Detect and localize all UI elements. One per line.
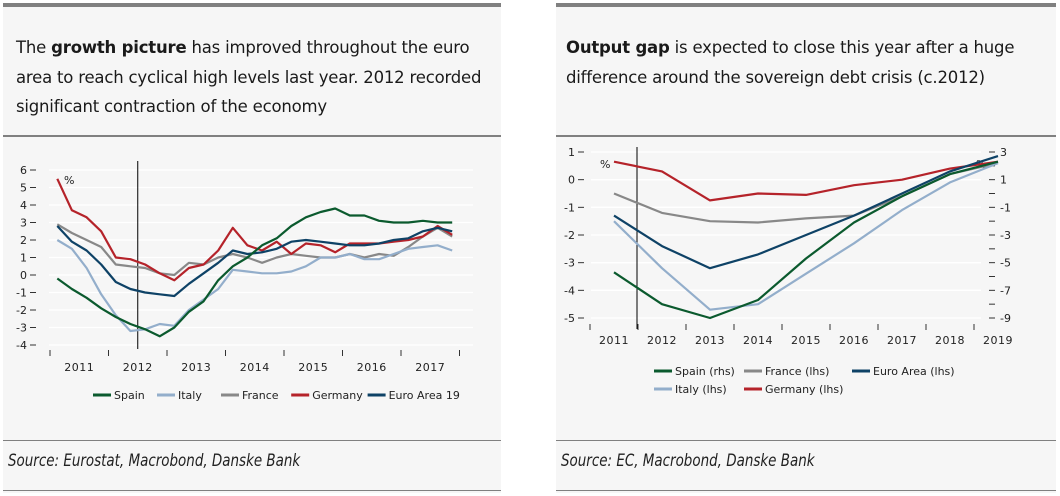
bottom-divider bbox=[3, 490, 501, 491]
headline-bold: Output gap bbox=[566, 38, 670, 57]
headline: Output gap is expected to close this yea… bbox=[566, 33, 1046, 92]
y-tick-label: 1 bbox=[20, 252, 27, 265]
y-right-tick-label: -1 bbox=[1000, 201, 1011, 214]
chart-panel-output-gap: Output gap is expected to close this yea… bbox=[556, 3, 1056, 493]
chart-panel-growth: The growth picture has improved througho… bbox=[3, 3, 501, 493]
y-tick-label: -4 bbox=[16, 339, 27, 352]
y-tick-label: 6 bbox=[20, 164, 27, 177]
y-tick-label: -1 bbox=[16, 287, 27, 300]
headline-text: is expected to close this year after a h… bbox=[566, 38, 1015, 87]
y-tick-label: 5 bbox=[20, 182, 27, 195]
x-tick-label: 2016 bbox=[839, 334, 869, 347]
header-divider bbox=[3, 135, 501, 137]
legend-label: Spain bbox=[114, 389, 145, 402]
y-left-tick-label: -2 bbox=[564, 229, 575, 242]
series-line-france-lhs- bbox=[613, 162, 999, 224]
legend-label: Euro Area (lhs) bbox=[873, 365, 955, 378]
source-divider bbox=[3, 440, 501, 441]
series-line-germany-lhs- bbox=[613, 160, 999, 202]
unit-label-left: % bbox=[600, 158, 610, 171]
y-right-tick-label: -5 bbox=[1000, 257, 1011, 270]
y-right-tick-label: -7 bbox=[1000, 284, 1011, 297]
y-tick-label: 2 bbox=[20, 234, 27, 247]
series-line-euro-area-19 bbox=[56, 225, 453, 298]
y-tick-label: -2 bbox=[16, 304, 27, 317]
x-tick-label: 2015 bbox=[791, 334, 821, 347]
y-right-tick-label: 3 bbox=[1000, 146, 1007, 159]
series-line-spain-rhs- bbox=[613, 160, 999, 320]
top-divider bbox=[3, 3, 501, 7]
legend-label: Italy (lhs) bbox=[675, 383, 727, 396]
x-tick-label: 2012 bbox=[647, 334, 677, 347]
series-line-italy-lhs- bbox=[613, 162, 999, 311]
headline-text: has improved throughout the euro area to… bbox=[16, 38, 482, 116]
x-tick-label: 2014 bbox=[743, 334, 773, 347]
y-left-tick-label: 1 bbox=[568, 146, 575, 159]
y-right-tick-label: -3 bbox=[1000, 229, 1011, 242]
y-left-tick-label: 0 bbox=[568, 174, 575, 187]
y-left-tick-label: -4 bbox=[564, 284, 575, 297]
legend-label: Spain (rhs) bbox=[675, 365, 735, 378]
x-tick-label: 2018 bbox=[935, 334, 965, 347]
unit-label: % bbox=[64, 174, 74, 187]
x-tick-label: 2016 bbox=[357, 361, 387, 374]
y-tick-label: 0 bbox=[20, 269, 27, 282]
source-divider bbox=[556, 440, 1056, 441]
y-right-tick-label: 1 bbox=[1000, 174, 1007, 187]
y-left-tick-label: -5 bbox=[564, 312, 575, 325]
y-tick-label: 4 bbox=[20, 199, 27, 212]
x-tick-label: 2017 bbox=[887, 334, 917, 347]
legend-label: France bbox=[242, 389, 279, 402]
x-tick-label: 2011 bbox=[599, 334, 629, 347]
output-gap-chart: 1 0 -1 -2 -3 -4 -5 3 1 -1 -3 -5 -7 -9 2011 2012 2013 2014… bbox=[564, 146, 1013, 396]
y-left-tick-label: -1 bbox=[564, 201, 575, 214]
legend-label: Italy bbox=[178, 389, 202, 402]
series-line-euro-area-lhs- bbox=[613, 155, 999, 270]
legend-label: Germany bbox=[312, 389, 363, 402]
x-tick-label: 2011 bbox=[64, 361, 94, 374]
x-tick-label: 2019 bbox=[983, 334, 1013, 347]
x-tick-label: 2015 bbox=[298, 361, 328, 374]
headline: The growth picture has improved througho… bbox=[16, 33, 496, 122]
x-tick-label: 2017 bbox=[415, 361, 445, 374]
series-line-france bbox=[56, 223, 453, 277]
legend-label: Euro Area 19 bbox=[389, 389, 460, 402]
source-note: Source: EC, Macrobond, Danske Bank bbox=[561, 451, 815, 471]
headline-text: The bbox=[16, 38, 52, 57]
y-tick-label: -3 bbox=[16, 322, 27, 335]
x-tick-label: 2013 bbox=[695, 334, 725, 347]
x-tick-label: 2014 bbox=[240, 361, 270, 374]
header-divider bbox=[556, 135, 1056, 137]
x-tick-label: 2013 bbox=[181, 361, 211, 374]
series-line-spain bbox=[56, 207, 453, 338]
bottom-divider bbox=[556, 490, 1056, 491]
legend-label: Germany (lhs) bbox=[765, 383, 843, 396]
y-left-tick-label: -3 bbox=[564, 257, 575, 270]
y-tick-label: 3 bbox=[20, 217, 27, 230]
source-note: Source: Eurostat, Macrobond, Danske Bank bbox=[8, 451, 301, 471]
headline-bold: growth picture bbox=[51, 38, 187, 57]
x-tick-label: 2012 bbox=[123, 361, 153, 374]
top-divider bbox=[556, 3, 1056, 7]
y-right-tick-label: -9 bbox=[1000, 312, 1011, 325]
series-line-italy bbox=[56, 239, 453, 333]
growth-chart: 6 5 4 3 2 1 0 -1 -2 -3 -4 2011 2012 2013 2014 2015 2016 2… bbox=[16, 161, 473, 402]
legend-label: France (lhs) bbox=[765, 365, 829, 378]
